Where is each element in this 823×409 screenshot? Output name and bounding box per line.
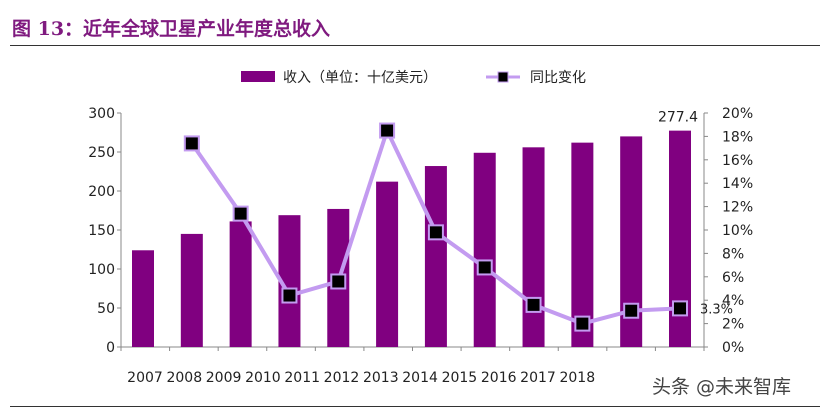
marker-2010: [281, 287, 298, 304]
bar-2016: [571, 142, 594, 347]
bar-2008: [180, 233, 203, 347]
marker-2013: [427, 224, 444, 241]
marker-2015: [525, 296, 542, 313]
left-tick-label: 250: [88, 145, 115, 161]
bar-2010: [278, 215, 301, 347]
x-tick-label: 2016: [481, 370, 517, 386]
right-tick-label: 14%: [722, 176, 753, 192]
bar-2012: [376, 181, 399, 347]
x-tick-label: 2012: [324, 370, 360, 386]
right-tick-label: 2%: [722, 317, 744, 333]
line-data-label: 3.3%: [700, 302, 733, 317]
legend-swatch-bar: [241, 71, 275, 82]
left-tick-label: 50: [97, 301, 115, 317]
bottom-rule: [10, 406, 820, 407]
x-tick-label: 2013: [363, 370, 399, 386]
bar-2013: [424, 166, 447, 347]
right-tick-label: 16%: [722, 153, 753, 169]
right-tick-label: 12%: [722, 200, 753, 216]
x-tick-label: 2008: [166, 370, 202, 386]
x-tick-label: 2015: [442, 370, 478, 386]
x-tick-label: 2009: [206, 370, 242, 386]
x-tick-label: 2010: [245, 370, 281, 386]
legend-label-line: 同比变化: [530, 70, 586, 86]
left-tick-label: 300: [88, 106, 115, 122]
marker-2011: [330, 273, 347, 290]
figure-title: 图 13：近年全球卫星产业年度总收入: [12, 18, 331, 40]
title-rule: [10, 45, 820, 46]
left-tick-label: 150: [88, 223, 115, 239]
bar-2017: [620, 136, 643, 347]
bar-2018: [669, 130, 691, 347]
right-tick-label: 18%: [722, 129, 753, 145]
bar-2007: [132, 250, 154, 347]
right-tick-label: 8%: [722, 246, 744, 262]
legend-marker: [497, 71, 509, 83]
right-tick-label: 4%: [722, 293, 744, 309]
marker-2016: [574, 315, 591, 332]
x-tick-label: 2014: [402, 370, 438, 386]
marker-2018: [672, 300, 688, 317]
x-tick-label: 2007: [127, 370, 163, 386]
bar-data-label: 277.4: [658, 110, 698, 126]
marker-2009: [232, 205, 249, 222]
left-tick-label: 100: [88, 262, 115, 278]
x-tick-label: 2011: [284, 370, 320, 386]
x-tick-label: 2018: [559, 370, 595, 386]
watermark: 头条 @未来智库: [652, 376, 792, 398]
marker-2017: [623, 302, 640, 319]
bar-2009: [229, 221, 252, 347]
marker-2014: [476, 259, 493, 276]
right-tick-label: 6%: [722, 270, 744, 286]
right-tick-label: 0%: [722, 340, 744, 356]
legend-label-bar: 收入（单位：十亿美元）: [283, 70, 437, 86]
right-tick-label: 10%: [722, 223, 753, 239]
left-tick-label: 200: [88, 184, 115, 200]
bar-2014: [473, 152, 496, 347]
left-tick-label: 0: [106, 340, 115, 356]
x-tick-label: 2017: [520, 370, 556, 386]
marker-2012: [379, 122, 396, 139]
bar-2015: [522, 147, 545, 347]
right-tick-label: 20%: [722, 106, 753, 122]
marker-2008: [183, 135, 200, 152]
